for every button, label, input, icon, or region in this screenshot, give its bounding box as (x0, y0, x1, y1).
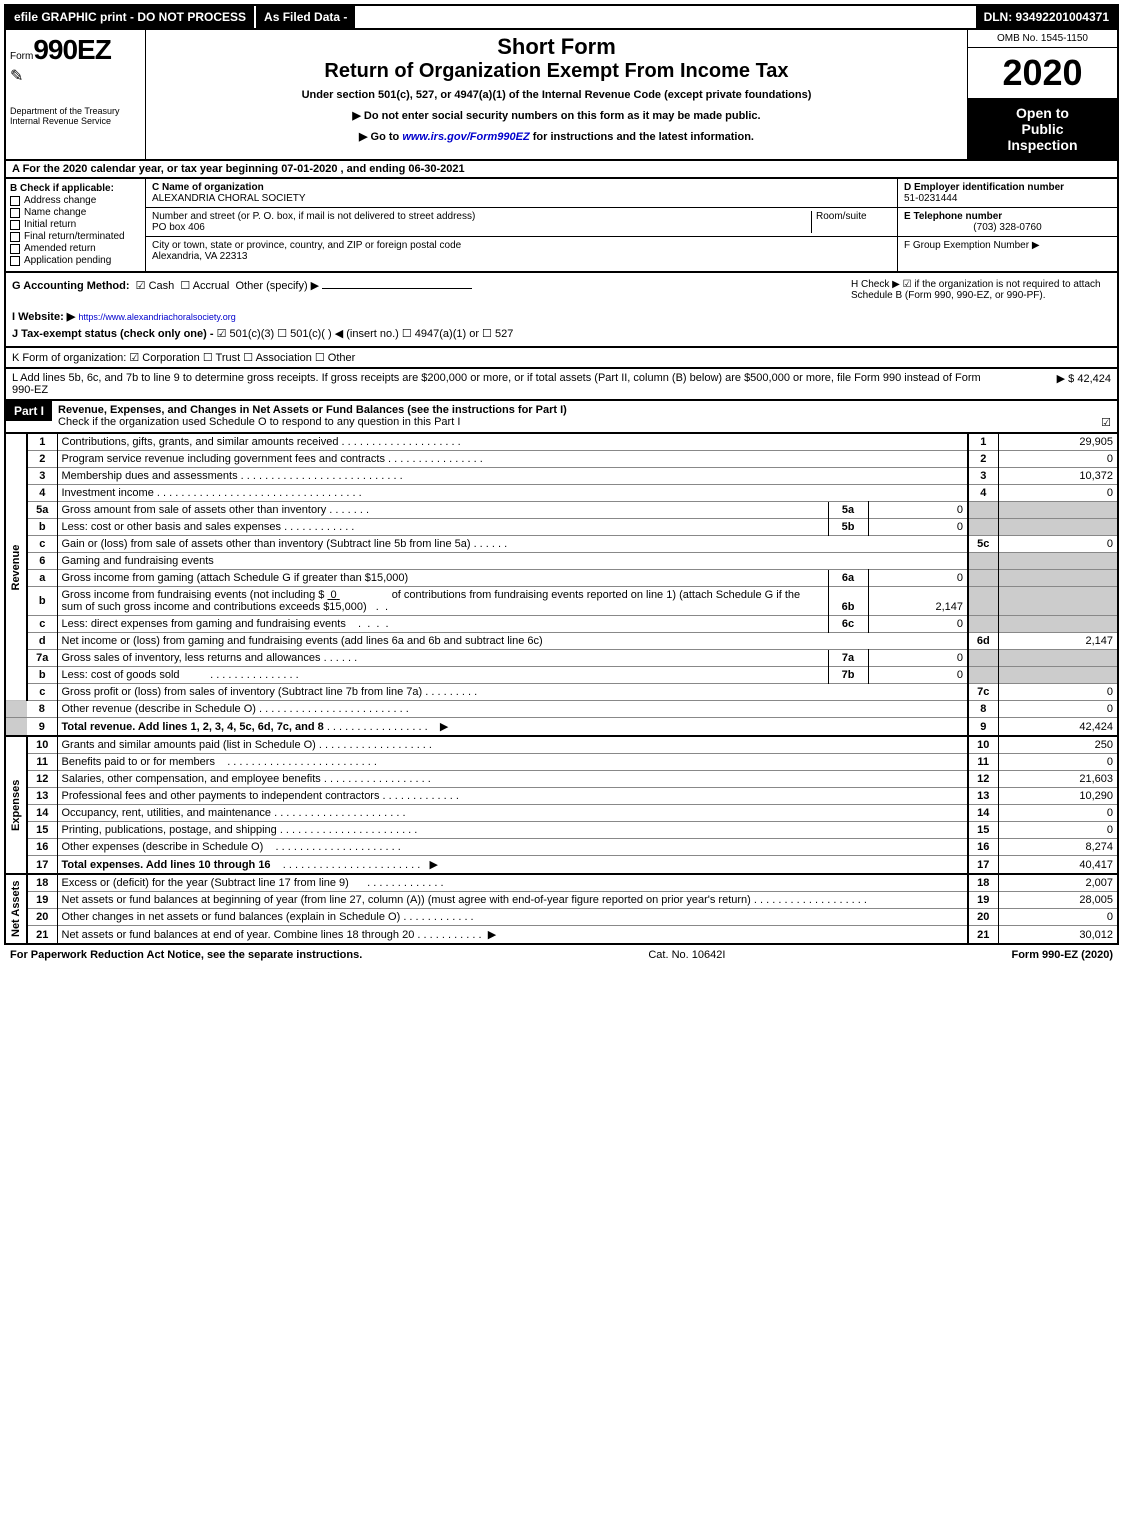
row-a-tax-year: A For the 2020 calendar year, or tax yea… (4, 161, 1119, 179)
line-6a-value: 0 (868, 570, 968, 587)
checkbox-address-change[interactable] (10, 196, 20, 206)
header-center: Short Form Return of Organization Exempt… (146, 30, 967, 159)
tax-year: 2020 (968, 48, 1117, 99)
line-7b-value: 0 (868, 667, 968, 684)
section-gh: G Accounting Method: ☑ Cash ☐ Accrual Ot… (4, 273, 1119, 348)
ssn-note: ▶ Do not enter social security numbers o… (150, 109, 963, 122)
line-5b-value: 0 (868, 519, 968, 536)
checkbox-initial-return[interactable] (10, 220, 20, 230)
page-footer: For Paperwork Reduction Act Notice, see … (4, 945, 1119, 965)
website-link[interactable]: https://www.alexandriachoralsociety.org (78, 312, 235, 322)
as-filed-label: As Filed Data - (256, 6, 355, 28)
f-label: F Group Exemption Number ▶ (904, 240, 1111, 251)
irs-link[interactable]: www.irs.gov/Form990EZ (402, 131, 529, 143)
line-14-value: 0 (998, 805, 1118, 822)
part-1-label: Part I (6, 401, 52, 421)
goto-note: ▶ Go to www.irs.gov/Form990EZ for instru… (150, 130, 963, 143)
line-15-value: 0 (998, 822, 1118, 839)
org-name: ALEXANDRIA CHORAL SOCIETY (152, 193, 891, 204)
c-label: C Name of organization (152, 182, 891, 193)
line-13-value: 10,290 (998, 788, 1118, 805)
line-12-value: 21,603 (998, 771, 1118, 788)
city-state-zip: Alexandria, VA 22313 (152, 251, 891, 262)
line-6b-value: 2,147 (868, 587, 968, 616)
line-1-value: 29,905 (998, 434, 1118, 451)
b-label: B Check if applicable: (10, 183, 141, 194)
row-k: K Form of organization: ☑ Corporation ☐ … (4, 348, 1119, 369)
address: PO box 406 (152, 222, 811, 233)
room-suite-label: Room/suite (811, 211, 891, 233)
ein-value: 51-0231444 (904, 193, 1111, 204)
line-2-value: 0 (998, 451, 1118, 468)
section-c: C Name of organization ALEXANDRIA CHORAL… (146, 179, 897, 271)
j-label: J Tax-exempt status (check only one) - (12, 328, 214, 340)
revenue-side-label: Revenue (5, 434, 27, 701)
h-note: H Check ▶ ☑ if the organization is not r… (851, 279, 1111, 340)
line-9-value: 42,424 (998, 718, 1118, 737)
section-b: B Check if applicable: Address change Na… (6, 179, 146, 271)
line-20-value: 0 (998, 909, 1118, 926)
line-18-value: 2,007 (998, 874, 1118, 892)
section-bcdef: B Check if applicable: Address change Na… (4, 179, 1119, 273)
row-l: L Add lines 5b, 6c, and 7b to line 9 to … (4, 369, 1119, 401)
part-1-checked: ☑ (1101, 416, 1111, 429)
line-num: 1 (27, 434, 57, 451)
line-5a-value: 0 (868, 502, 968, 519)
checkbox-name-change[interactable] (10, 208, 20, 218)
line-10-value: 250 (998, 736, 1118, 754)
addr-label: Number and street (or P. O. box, if mail… (152, 211, 475, 222)
line-8-value: 0 (998, 701, 1118, 718)
line-3-value: 10,372 (998, 468, 1118, 485)
footer-right: Form 990-EZ (2020) (1011, 949, 1113, 961)
d-label: D Employer identification number (904, 182, 1111, 193)
open-public-badge: Open to Public Inspection (968, 99, 1117, 159)
part-1-table: Revenue 1 Contributions, gifts, grants, … (4, 434, 1119, 945)
line-16-value: 8,274 (998, 839, 1118, 856)
omb-number: OMB No. 1545-1150 (968, 30, 1117, 48)
top-bar: efile GRAPHIC print - DO NOT PROCESS As … (4, 4, 1119, 30)
part-1-title: Revenue, Expenses, and Changes in Net As… (58, 404, 567, 416)
section-def: D Employer identification number 51-0231… (897, 179, 1117, 271)
under-section: Under section 501(c), 527, or 4947(a)(1)… (150, 89, 963, 101)
j-options: ☑ 501(c)(3) ☐ 501(c)( ) ◀ (insert no.) ☐… (217, 328, 514, 340)
form-header: Form990EZ ✎ Department of the Treasury I… (4, 30, 1119, 161)
line-19-value: 28,005 (998, 892, 1118, 909)
g-label: G Accounting Method: (12, 280, 130, 292)
efile-label: efile GRAPHIC print - DO NOT PROCESS (6, 6, 254, 28)
e-label: E Telephone number (904, 211, 1111, 222)
line-5c-value: 0 (998, 536, 1118, 553)
line-4-value: 0 (998, 485, 1118, 502)
part-1-check-note: Check if the organization used Schedule … (58, 416, 460, 428)
line-21-value: 30,012 (998, 926, 1118, 945)
city-label: City or town, state or province, country… (152, 240, 891, 251)
line-17-value: 40,417 (998, 856, 1118, 875)
return-title: Return of Organization Exempt From Incom… (150, 60, 963, 83)
footer-mid: Cat. No. 10642I (648, 949, 725, 961)
line-6d-value: 2,147 (998, 633, 1118, 650)
short-form-title: Short Form (150, 34, 963, 60)
netassets-side-label: Net Assets (5, 874, 27, 944)
footer-left: For Paperwork Reduction Act Notice, see … (10, 949, 362, 961)
i-label: I Website: ▶ (12, 311, 75, 323)
line-7c-value: 0 (998, 684, 1118, 701)
header-left: Form990EZ ✎ Department of the Treasury I… (6, 30, 146, 159)
checkbox-amended[interactable] (10, 244, 20, 254)
checkbox-pending[interactable] (10, 256, 20, 266)
line-11-value: 0 (998, 754, 1118, 771)
checkbox-final-return[interactable] (10, 232, 20, 242)
header-right: OMB No. 1545-1150 2020 Open to Public In… (967, 30, 1117, 159)
dln-label: DLN: 93492201004371 (976, 6, 1117, 28)
row-l-amount: ▶ $ 42,424 (991, 372, 1111, 396)
row-l-text: L Add lines 5b, 6c, and 7b to line 9 to … (12, 372, 991, 396)
expenses-side-label: Expenses (5, 736, 27, 874)
form-number: 990EZ (33, 34, 111, 65)
part-1-header: Part I Revenue, Expenses, and Changes in… (4, 401, 1119, 434)
dept-treasury: Department of the Treasury (10, 106, 141, 116)
form-prefix: Form (10, 51, 33, 62)
line-7a-value: 0 (868, 650, 968, 667)
dept-irs: Internal Revenue Service (10, 116, 141, 126)
phone-value: (703) 328-0760 (904, 222, 1111, 233)
line-6c-value: 0 (868, 616, 968, 633)
